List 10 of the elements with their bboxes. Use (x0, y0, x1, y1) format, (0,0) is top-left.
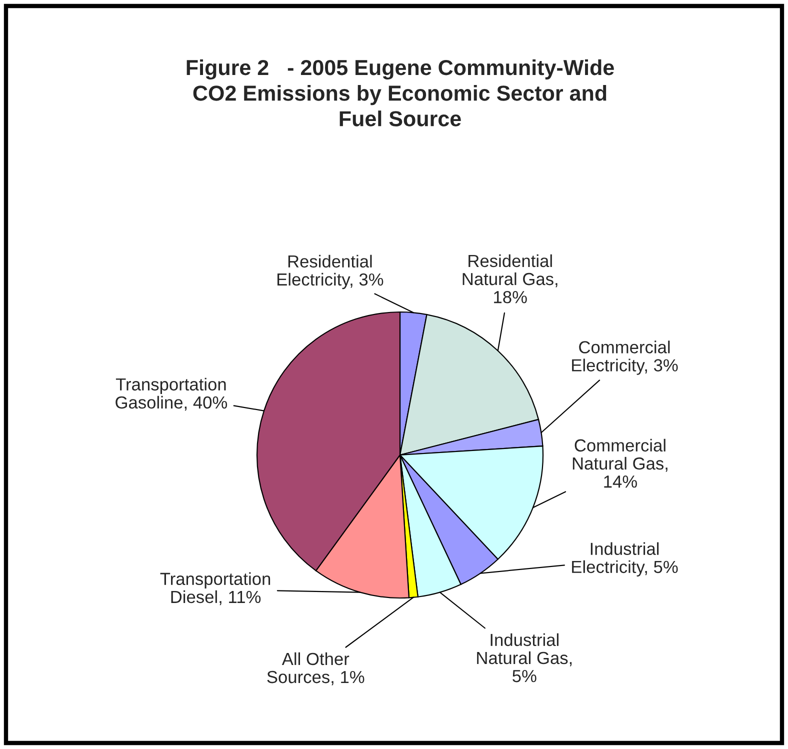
slice-label: Commercial Electricity, 3% (572, 340, 678, 375)
slice-label: Transportation Gasoline, 40% (116, 378, 228, 411)
slice-label: All Other Sources, 1% (267, 652, 364, 686)
slice-label: Industrial Natural Gas, 5% (477, 633, 572, 682)
slice-label: Commercial Natural Gas, 14% (572, 438, 668, 488)
chart-title: Figure 2 - 2005 Eugene Community-Wide CO2 Emissions by Economic Sector and Fuel Source (186, 59, 614, 126)
slice-label: Residential Electricity, 3% (277, 254, 384, 290)
slice-label: Transportation Diesel, 11% (160, 572, 270, 606)
slice-label: Residential Natural Gas, 18% (462, 254, 558, 304)
slice-label: Industrial Electricity, 5% (572, 542, 678, 577)
